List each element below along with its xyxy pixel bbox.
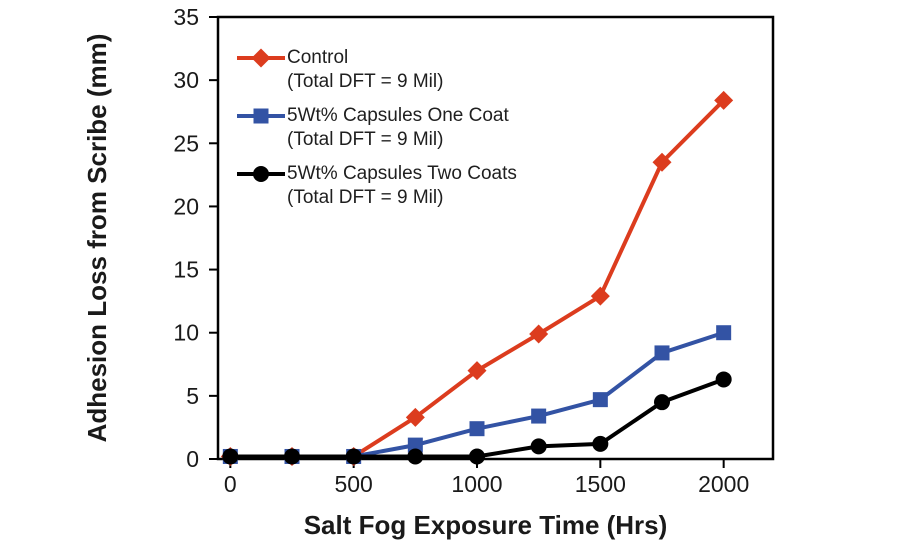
data-point-square-icon xyxy=(654,345,670,361)
legend-diamond xyxy=(251,48,271,68)
legend-text-block: Control (Total DFT = 9 Mil) xyxy=(287,46,443,94)
legend-label: 5Wt% Capsules Two Coats xyxy=(287,163,517,184)
legend-text-block: 5Wt% Capsules Two Coats (Total DFT = 9 M… xyxy=(287,162,517,210)
series-line-2 xyxy=(230,377,725,459)
legend-marker-square-icon xyxy=(237,108,285,124)
data-point-circle-icon xyxy=(654,394,670,411)
plot-border xyxy=(216,15,775,461)
data-point-diamond-icon xyxy=(529,324,549,344)
series-line-1 xyxy=(230,330,725,459)
data-point-diamond-icon xyxy=(467,361,487,381)
y-tick-label: 25 xyxy=(173,130,199,156)
y-tick-label: 5 xyxy=(186,383,199,409)
y-tick-label: 15 xyxy=(173,257,199,283)
y-tick-label: 30 xyxy=(173,67,199,93)
series-2 xyxy=(222,371,732,465)
legend-sublabel: (Total DFT = 9 Mil) xyxy=(287,187,444,208)
data-point-square-icon xyxy=(716,325,732,341)
legend-label: Control xyxy=(287,47,349,68)
data-point-circle-icon xyxy=(284,448,300,465)
x-tick-label: 2000 xyxy=(698,471,749,497)
legend-square xyxy=(253,108,269,124)
x-tick-label: 500 xyxy=(334,471,372,497)
y-axis-title: Adhesion Loss from Scribe (mm) xyxy=(82,34,112,443)
y-tick-label: 35 xyxy=(173,4,199,30)
data-point-circle-icon xyxy=(222,448,239,465)
legend-label: 5Wt% Capsules One Coat xyxy=(287,105,509,126)
data-point-square-icon xyxy=(407,437,423,453)
data-point-circle-icon xyxy=(407,448,424,465)
data-point-square-icon xyxy=(531,408,547,424)
data-point-diamond-icon xyxy=(714,90,734,110)
data-point-circle-icon xyxy=(715,371,732,388)
legend-circle xyxy=(253,166,269,182)
legend-sublabel: (Total DFT = 9 Mil) xyxy=(287,71,444,92)
data-point-diamond-icon xyxy=(590,286,610,306)
series-1 xyxy=(222,325,732,464)
data-point-square-icon xyxy=(469,421,485,437)
y-tick-label: 10 xyxy=(173,320,199,346)
legend-marker-circle-icon xyxy=(237,166,285,182)
legend-text-block: 5Wt% Capsules One Coat (Total DFT = 9 Mi… xyxy=(287,104,509,152)
data-point-square-icon xyxy=(592,392,608,408)
data-point-circle-icon xyxy=(592,435,609,452)
legend-item-control: Control (Total DFT = 9 Mil) xyxy=(237,46,517,94)
data-point-circle-icon xyxy=(469,448,485,465)
x-tick-label: 1500 xyxy=(575,471,626,497)
x-tick-label: 0 xyxy=(224,471,237,497)
x-tick-label: 1000 xyxy=(451,471,502,497)
y-axis: 0 5 10 15 20 25 30 35 xyxy=(173,4,218,472)
y-tick-label: 0 xyxy=(186,446,199,472)
y-tick-label: 20 xyxy=(173,193,199,219)
x-axis-title: Salt Fog Exposure Time (Hrs) xyxy=(304,510,668,540)
data-point-circle-icon xyxy=(345,448,362,465)
legend-sublabel: (Total DFT = 9 Mil) xyxy=(287,129,444,150)
data-point-circle-icon xyxy=(530,438,547,455)
legend-item-two-coats: 5Wt% Capsules Two Coats (Total DFT = 9 M… xyxy=(237,162,517,210)
x-axis: 0 500 1000 1500 2000 xyxy=(224,459,749,497)
legend-marker-diamond-icon xyxy=(237,48,285,68)
legend-item-one-coat: 5Wt% Capsules One Coat (Total DFT = 9 Mi… xyxy=(237,104,517,152)
chart-legend: Control (Total DFT = 9 Mil) 5Wt% Capsule… xyxy=(237,46,517,220)
data-point-diamond-icon xyxy=(405,407,425,427)
data-point-diamond-icon xyxy=(652,152,672,172)
